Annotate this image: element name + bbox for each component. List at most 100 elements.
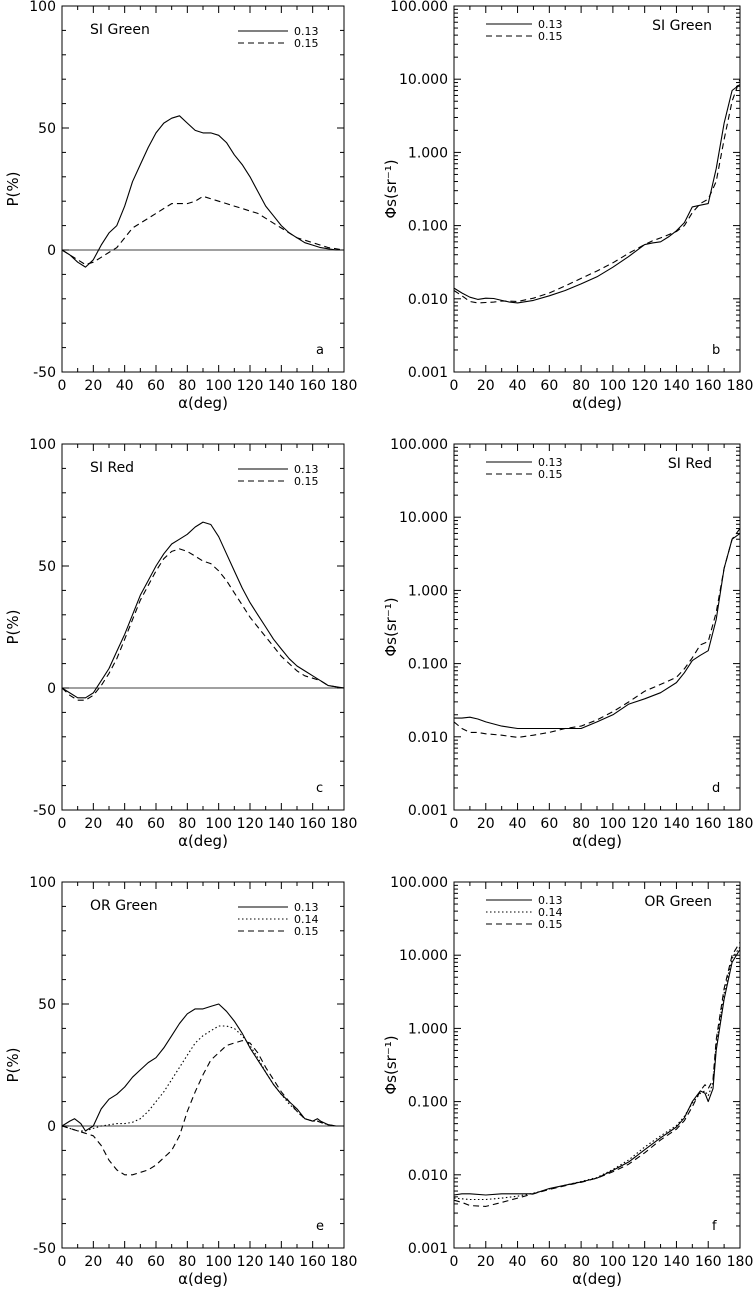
x-tick-label: 60 <box>147 816 165 832</box>
x-tick-label: 120 <box>237 1254 264 1270</box>
x-tick-label: 60 <box>540 816 558 832</box>
x-tick-label: 60 <box>147 378 165 394</box>
x-tick-label: 80 <box>178 1254 196 1270</box>
x-tick-label: 80 <box>572 1254 590 1270</box>
x-tick-label: 120 <box>237 816 264 832</box>
y-tick-label: 0.010 <box>408 730 448 746</box>
x-tick-label: 100 <box>205 378 232 394</box>
y-tick-label: 50 <box>38 121 56 137</box>
y-tick-label: -50 <box>33 803 56 819</box>
x-axis-title: α(deg) <box>572 394 622 412</box>
legend-label: 0.13 <box>538 894 563 907</box>
panel-title: SI Green <box>90 22 150 38</box>
y-tick-label: 100 <box>29 437 56 453</box>
y-tick-label: -50 <box>33 1241 56 1257</box>
y-axis-title: P(%) <box>4 609 22 644</box>
panel-letter: b <box>712 343 720 358</box>
x-tick-label: 180 <box>331 816 358 832</box>
panel-title: SI Green <box>652 18 712 34</box>
x-tick-label: 40 <box>116 816 134 832</box>
legend-label: 0.15 <box>294 37 319 50</box>
x-tick-label: 60 <box>540 378 558 394</box>
x-tick-label: 0 <box>450 1254 459 1270</box>
x-tick-label: 60 <box>147 1254 165 1270</box>
y-tick-label: 100.000 <box>390 437 448 453</box>
y-axis-title: P(%) <box>4 171 22 206</box>
y-tick-label: 100 <box>29 0 56 15</box>
panel-letter: c <box>316 781 323 796</box>
y-tick-label: 0.100 <box>408 1095 448 1111</box>
x-axis-title: α(deg) <box>178 394 228 412</box>
y-tick-label: 10.000 <box>399 948 448 964</box>
x-tick-label: 180 <box>727 1254 754 1270</box>
x-tick-label: 120 <box>631 378 658 394</box>
y-tick-label: 0 <box>47 243 56 259</box>
panel-f: 0 20 40 60 80 100 120 140 160 180 0.001 0.010 0.100 1… <box>382 875 753 1288</box>
legend-label: 0.15 <box>538 30 563 43</box>
x-tick-label: 160 <box>695 378 722 394</box>
y-tick-label: 0.100 <box>408 657 448 673</box>
x-tick-label: 40 <box>509 816 527 832</box>
y-tick-label: 100.000 <box>390 875 448 891</box>
x-tick-label: 60 <box>540 1254 558 1270</box>
y-tick-label: -50 <box>33 365 56 381</box>
series-line-0.15 <box>453 528 741 738</box>
y-tick-label: 0 <box>47 1119 56 1135</box>
series-line-0.15 <box>61 1040 344 1176</box>
x-tick-label: 100 <box>600 816 627 832</box>
x-tick-label: 140 <box>663 816 690 832</box>
x-axis-title: α(deg) <box>178 832 228 850</box>
legend-label: 0.13 <box>538 18 563 31</box>
y-tick-label: 0.100 <box>408 219 448 235</box>
y-tick-label: 0.010 <box>408 292 448 308</box>
series-line-0.15 <box>61 195 345 266</box>
x-tick-label: 20 <box>84 378 102 394</box>
x-tick-label: 140 <box>663 378 690 394</box>
x-tick-label: 100 <box>600 1254 627 1270</box>
panel-letter: d <box>712 781 720 796</box>
x-tick-label: 140 <box>268 1254 295 1270</box>
legend-label: 0.15 <box>538 918 563 931</box>
y-tick-label: 100 <box>29 875 56 891</box>
plot-frame <box>453 5 741 373</box>
x-tick-label: 0 <box>58 816 67 832</box>
x-tick-label: 120 <box>237 378 264 394</box>
y-tick-label: 0 <box>47 681 56 697</box>
panel-d: 0 20 40 60 80 100 120 140 160 180 0.001 0.010 0.100 1… <box>382 437 753 850</box>
x-tick-label: 40 <box>116 378 134 394</box>
x-tick-label: 40 <box>509 378 527 394</box>
y-tick-label: 0.001 <box>408 365 448 381</box>
y-tick-label: 0.010 <box>408 1168 448 1184</box>
panel-letter: f <box>712 1219 717 1234</box>
panel-title: OR Green <box>644 894 712 910</box>
y-axis-title: Φs(sr⁻¹) <box>382 1035 400 1094</box>
panel-title: OR Green <box>90 898 158 914</box>
x-tick-label: 0 <box>58 1254 67 1270</box>
x-tick-label: 40 <box>116 1254 134 1270</box>
plot-frame <box>61 443 345 811</box>
series-line-0.13 <box>453 83 741 304</box>
x-tick-label: 160 <box>299 378 326 394</box>
x-axis-title: α(deg) <box>572 832 622 850</box>
x-tick-label: 120 <box>631 1254 658 1270</box>
series-line-0.15 <box>61 548 345 701</box>
x-tick-label: 180 <box>727 816 754 832</box>
y-tick-label: 0.001 <box>408 1241 448 1257</box>
y-tick-label: 0.001 <box>408 803 448 819</box>
legend-label: 0.13 <box>538 456 563 469</box>
x-tick-label: 80 <box>572 378 590 394</box>
x-tick-label: 160 <box>299 816 326 832</box>
x-tick-label: 80 <box>572 816 590 832</box>
x-tick-label: 80 <box>178 378 196 394</box>
legend-label: 0.14 <box>294 913 319 926</box>
y-tick-label: 1.000 <box>408 583 448 599</box>
series-line-0.15 <box>453 79 741 304</box>
x-tick-label: 0 <box>58 378 67 394</box>
x-tick-label: 20 <box>84 816 102 832</box>
x-tick-label: 180 <box>331 1254 358 1270</box>
x-tick-label: 180 <box>727 378 754 394</box>
y-axis-title: Φs(sr⁻¹) <box>382 597 400 656</box>
